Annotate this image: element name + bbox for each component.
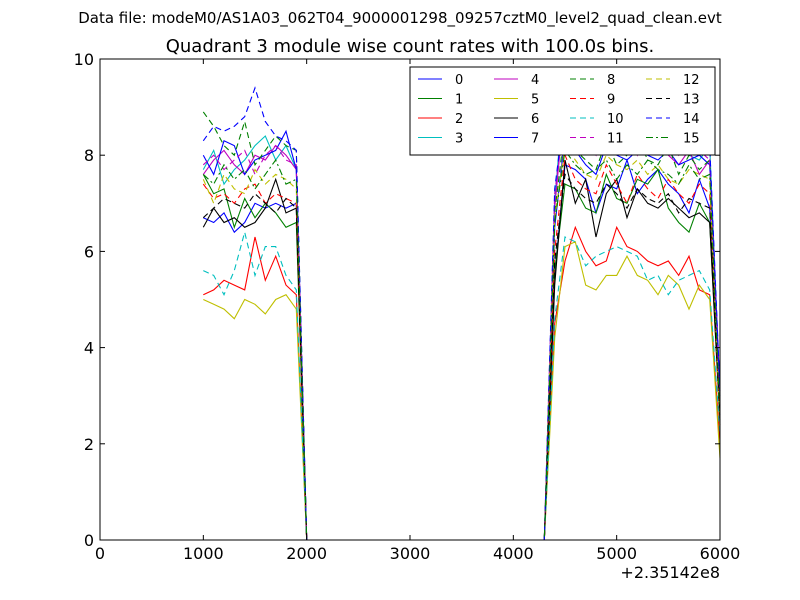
y-tick-label: 6: [84, 242, 94, 261]
legend-box: [409, 66, 716, 156]
series-line-4: [202, 97, 721, 541]
legend-label-8: 8: [607, 73, 615, 88]
chart-title: Quadrant 3 module wise count rates with …: [165, 36, 655, 57]
x-tick-label: 2000: [286, 544, 327, 563]
y-tick-label: 0: [84, 531, 94, 550]
legend-label-7: 7: [531, 132, 539, 147]
legend-label-11: 11: [607, 132, 624, 147]
legend-label-14: 14: [683, 112, 700, 127]
legend-label-1: 1: [455, 93, 463, 108]
series-line-5: [203, 241, 721, 541]
y-tick-label: 4: [84, 339, 94, 358]
x-tick-label: 6000: [700, 544, 741, 563]
y-tick-label: 8: [84, 146, 94, 165]
series-line-6: [202, 159, 721, 541]
series-line-12: [202, 144, 721, 541]
legend-label-2: 2: [455, 112, 463, 127]
series-line-8: [202, 111, 721, 541]
legend-label-10: 10: [607, 112, 624, 127]
legend-label-6: 6: [531, 112, 539, 127]
x-tick-label: 3000: [390, 544, 431, 563]
series-line-7: [202, 129, 721, 541]
series-line-15: [202, 148, 721, 541]
series-line-2: [203, 225, 721, 541]
series-line-0: [203, 158, 721, 541]
series-line-14: [202, 86, 721, 541]
legend-label-5: 5: [531, 93, 539, 108]
legend-label-15: 15: [683, 132, 700, 147]
x-tick-label: 5000: [596, 544, 637, 563]
legend-label-12: 12: [683, 73, 700, 88]
figure-suptitle: Data file: modeM0/AS1A03_062T04_90000012…: [78, 9, 722, 27]
legend-label-3: 3: [455, 132, 463, 147]
y-tick-label: 2: [84, 435, 94, 454]
series-line-9: [202, 153, 721, 541]
x-offset-label: +2.35142e8: [620, 563, 720, 582]
legend-label-9: 9: [607, 93, 615, 108]
series-line-11: [202, 109, 721, 541]
series-line-10: [203, 232, 721, 541]
series-line-1: [202, 168, 721, 541]
legend-label-4: 4: [531, 73, 539, 88]
series-line-13: [202, 172, 721, 541]
x-tick-label: 0: [95, 544, 105, 563]
legend-label-13: 13: [683, 93, 700, 108]
x-tick-label: 1000: [183, 544, 224, 563]
x-tick-label: 4000: [493, 544, 534, 563]
y-tick-label: 10: [74, 50, 94, 69]
legend-label-0: 0: [455, 73, 463, 88]
